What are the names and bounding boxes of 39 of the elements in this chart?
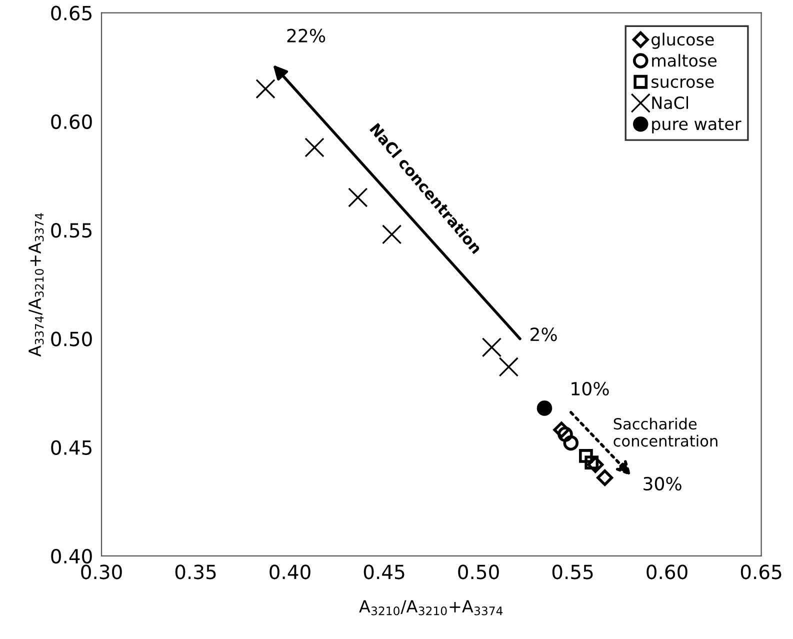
y-tick-label: 0.50 xyxy=(51,332,92,346)
point xyxy=(482,337,502,358)
y-tick-label: 0.40 xyxy=(51,548,92,564)
legend-label: maltose xyxy=(652,54,716,67)
annotation: 2% xyxy=(530,328,557,342)
point xyxy=(553,422,570,438)
x-tick-label: 0.45 xyxy=(364,564,404,580)
legend-label: sucrose xyxy=(652,78,714,88)
x-tick-label: 0.55 xyxy=(552,564,593,580)
legend-label: pure water xyxy=(652,118,742,134)
annotation: 30% xyxy=(644,476,682,491)
y-tick-label: 0.65 xyxy=(51,6,92,20)
x-tick-label: 0.50 xyxy=(458,564,499,580)
point xyxy=(558,426,573,442)
y-tick-label: 0.60 xyxy=(51,114,92,130)
x-tick-label: 0.35 xyxy=(175,564,216,580)
annotation: Saccharide concentration xyxy=(614,418,718,447)
point xyxy=(536,400,552,416)
point xyxy=(348,188,368,208)
legend-label: NaCl xyxy=(652,96,688,110)
y-axis-title: A$_{3374}$/A$_{3210}$+A$_{3374}$ xyxy=(28,213,44,357)
point xyxy=(587,456,604,473)
x-tick-label: 0.65 xyxy=(740,564,782,580)
x-axis-title: A$_{3210}$/A$_{3210}$+A$_{3374}$ xyxy=(359,600,503,616)
legend-label: glucose xyxy=(652,32,714,49)
point xyxy=(498,357,519,377)
annotation: 10% xyxy=(572,382,609,396)
y-tick-label: 0.55 xyxy=(51,222,92,238)
point xyxy=(596,469,614,486)
point xyxy=(563,435,579,451)
point xyxy=(584,456,599,470)
x-tick-label: 0.30 xyxy=(81,564,122,580)
point xyxy=(304,138,324,158)
y-tick-label: 0.45 xyxy=(51,440,92,455)
x-tick-label: 0.40 xyxy=(270,564,310,580)
point xyxy=(256,78,276,99)
x-tick-label: 0.60 xyxy=(646,564,688,580)
point xyxy=(579,449,593,463)
annotation: 22% xyxy=(287,28,326,42)
